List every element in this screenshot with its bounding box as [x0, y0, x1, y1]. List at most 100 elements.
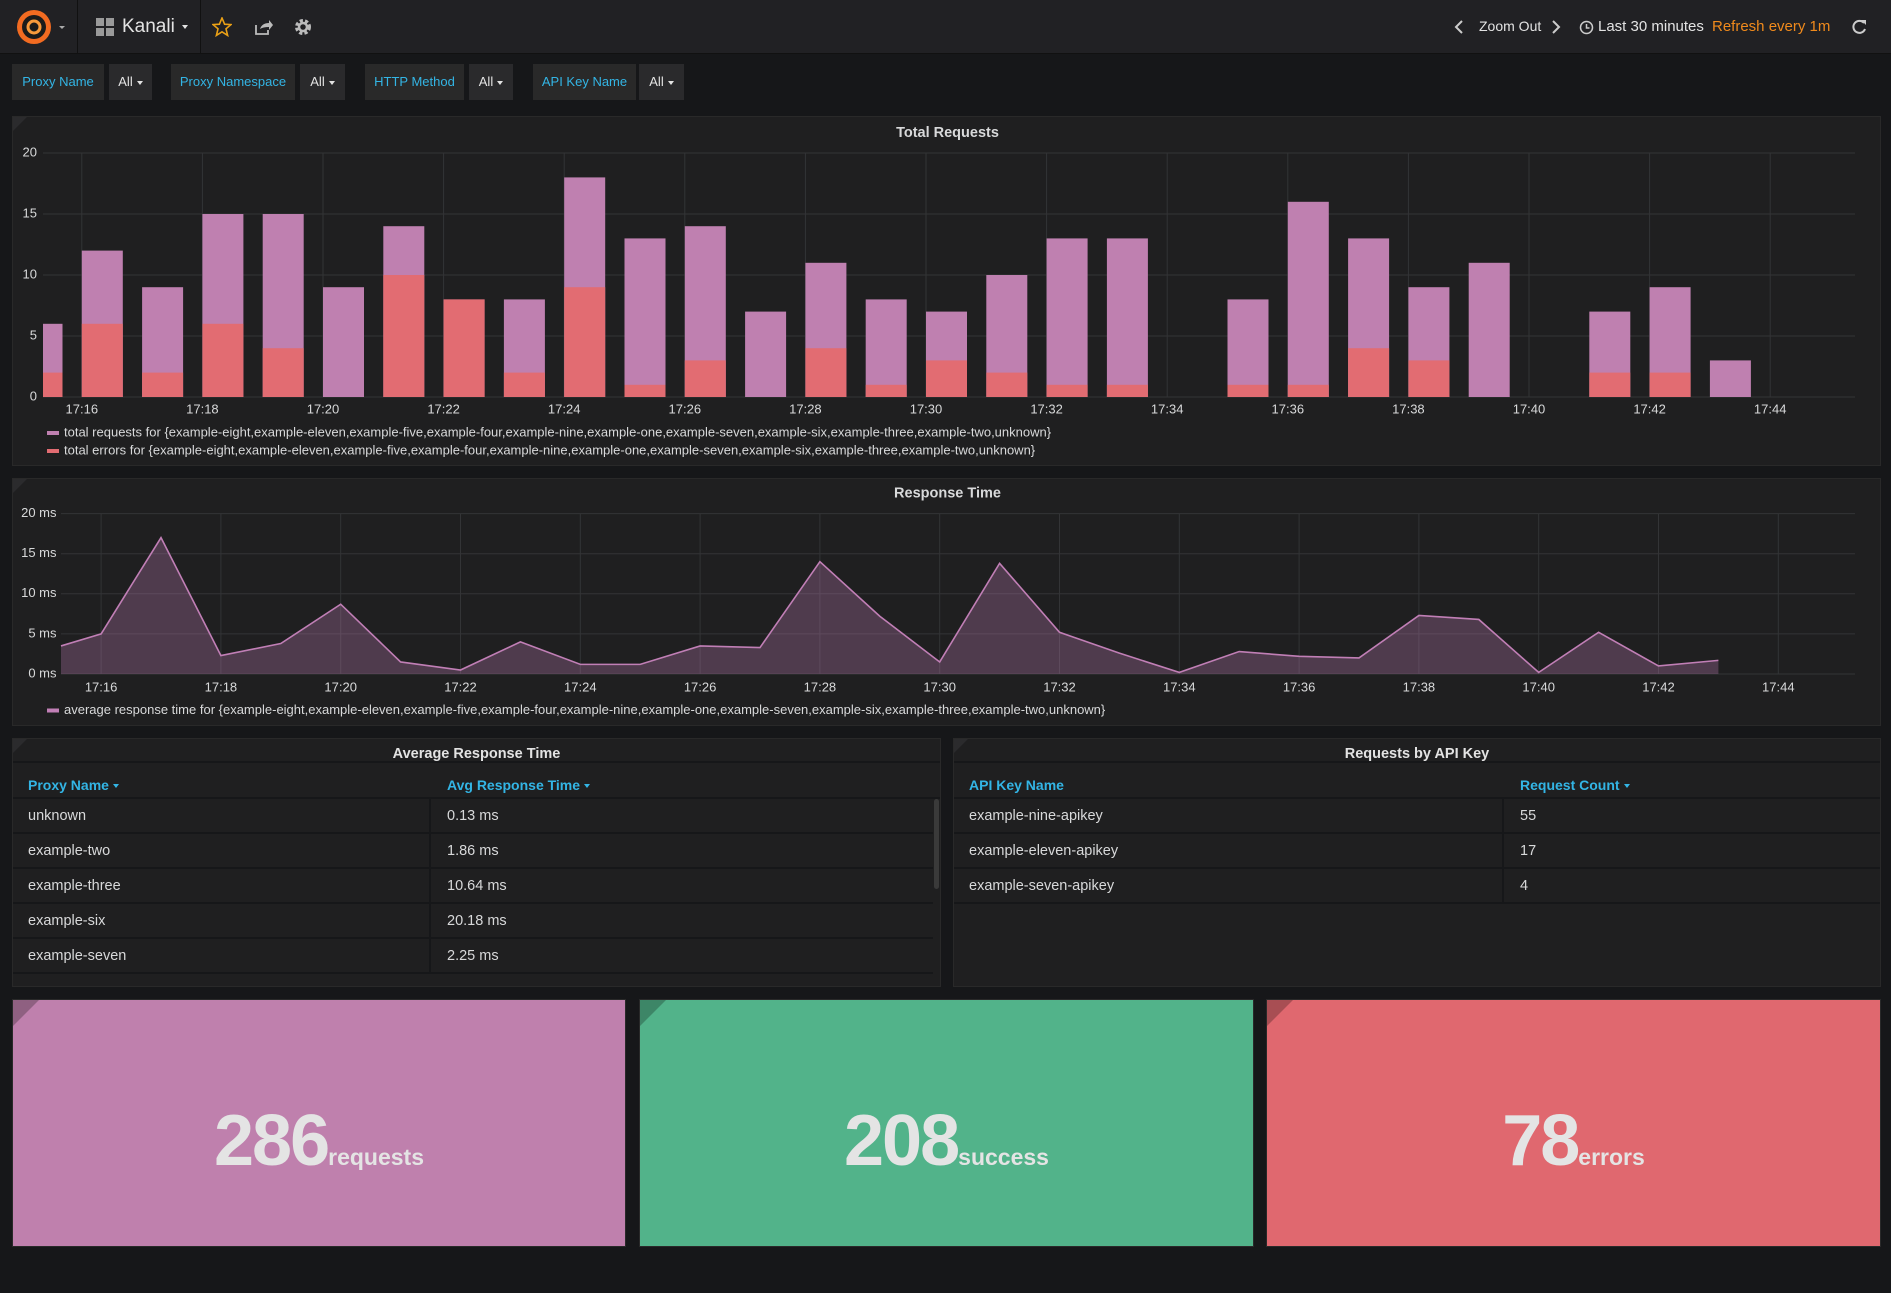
bar [1106, 384, 1148, 397]
bar [1589, 372, 1631, 397]
y-tick-label: 10 ms [21, 585, 57, 600]
table-row [13, 799, 933, 834]
y-tick-label: 0 [30, 388, 37, 403]
sort-caret [1623, 784, 1630, 789]
stat-unit: errors [1578, 1144, 1645, 1170]
x-tick-label: 17:40 [1522, 679, 1555, 694]
column-divider [429, 834, 431, 869]
stat-panel: 78errors [1266, 999, 1881, 1247]
x-tick-label: 17:18 [186, 401, 219, 416]
line-panel: Response Time 0 ms 5 ms 10 ms 15 ms 20 ms 17:1… [12, 478, 1881, 726]
dashboard-icon [96, 18, 114, 36]
filter-dropdown[interactable]: All [109, 64, 152, 100]
legend-label[interactable]: total requests for {example-eight,exampl… [64, 424, 1052, 439]
bar [1408, 360, 1450, 397]
table-row [954, 799, 1880, 834]
star-button[interactable] [212, 17, 232, 37]
legend-label[interactable]: average response time for {example-eight… [64, 702, 1106, 717]
table-cell: 0.13 ms [447, 808, 499, 824]
x-tick-label: 17:30 [923, 679, 956, 694]
x-tick-label: 17:36 [1283, 679, 1316, 694]
column-divider [1502, 799, 1504, 834]
x-tick-label: 17:44 [1754, 401, 1787, 416]
filter-dropdown[interactable]: All [300, 64, 345, 100]
table-panel: Average Response Time Proxy Name Avg Respo… [12, 738, 941, 987]
column-header[interactable]: Avg Response Time [432, 773, 591, 797]
bar [745, 311, 787, 397]
bar [1046, 384, 1088, 397]
chart: Response Time 0 ms 5 ms 10 ms 15 ms 20 ms 17:1… [21, 485, 1855, 717]
x-tick-label: 17:42 [1633, 401, 1666, 416]
bar [1649, 372, 1691, 397]
filter-dropdown[interactable]: All [639, 64, 684, 100]
column-header-text: API Key Name [969, 777, 1064, 793]
table-cell: example-nine-apikey [969, 808, 1103, 824]
table-cell: 55 [1520, 808, 1537, 824]
x-tick-label: 17:30 [910, 401, 943, 416]
table-row [954, 869, 1880, 904]
x-tick-label: 17:16 [85, 679, 118, 694]
x-tick-label: 17:38 [1403, 679, 1436, 694]
settings-button[interactable] [293, 17, 313, 37]
x-tick-label: 17:16 [66, 401, 99, 416]
zoom-out-button[interactable]: Zoom Out [1479, 18, 1542, 34]
bar [1709, 360, 1751, 397]
table-cell: example-two [28, 843, 111, 859]
filter-label: Proxy Namespace [171, 64, 295, 100]
chart-title: Total Requests [896, 125, 999, 141]
refresh-button[interactable] [1850, 18, 1868, 36]
bar [564, 287, 606, 397]
table-cell: example-eleven-apikey [969, 843, 1119, 859]
x-tick-label: 17:44 [1762, 679, 1795, 694]
column-divider [429, 904, 431, 939]
stat-value: 208success [640, 1100, 1253, 1182]
time-range-picker[interactable]: Last 30 minutes [1598, 18, 1704, 35]
x-tick-label: 17:28 [804, 679, 837, 694]
header-rule [954, 797, 1880, 799]
bar [443, 299, 485, 397]
share-button[interactable] [253, 17, 273, 37]
legend-label[interactable]: total errors for {example-eight,example-… [64, 442, 1036, 457]
top-nav: Kanali Zoom Out Last 30 minutes Refresh … [0, 0, 1891, 54]
logo-button[interactable] [12, 8, 72, 46]
panel-title: Average Response Time [392, 746, 561, 762]
bar [684, 360, 726, 397]
legend-swatch [47, 431, 59, 435]
filter-dropdown[interactable]: All [469, 64, 513, 100]
line [60, 536, 1719, 674]
bar [1287, 384, 1329, 397]
table-cell: 10.64 ms [447, 878, 507, 894]
column-header[interactable]: Proxy Name [13, 773, 119, 797]
chart-title: Response Time [894, 485, 1001, 501]
x-tick-label: 17:40 [1513, 401, 1546, 416]
bar [865, 384, 907, 397]
column-divider [429, 799, 431, 834]
stat-unit: success [958, 1144, 1049, 1170]
column-header-text: Proxy Name [28, 777, 109, 793]
time-back-button[interactable] [1453, 19, 1465, 35]
refresh-interval[interactable]: Refresh every 1m [1712, 18, 1831, 35]
bar [323, 287, 364, 397]
column-header[interactable]: Request Count [1505, 773, 1630, 797]
bar [142, 372, 184, 397]
sort-caret [112, 784, 119, 789]
x-tick-label: 17:22 [444, 679, 477, 694]
x-tick-label: 17:20 [324, 679, 357, 694]
column-divider [429, 869, 431, 904]
stat-number: 286 [213, 1101, 330, 1181]
bar [503, 372, 545, 397]
header-rule [13, 797, 940, 799]
stat-number: 78 [1502, 1101, 1580, 1181]
bar [1287, 201, 1329, 397]
filter-value: All [649, 74, 664, 89]
y-tick-label: 5 ms [28, 625, 57, 640]
dashboard-picker[interactable]: Kanali [122, 0, 188, 53]
x-tick-label: 17:24 [564, 679, 597, 694]
scrollbar[interactable] [934, 799, 939, 889]
table-row [13, 834, 933, 869]
column-header[interactable]: API Key Name [954, 773, 1064, 797]
time-forward-button[interactable] [1550, 19, 1562, 35]
x-tick-label: 17:42 [1642, 679, 1675, 694]
